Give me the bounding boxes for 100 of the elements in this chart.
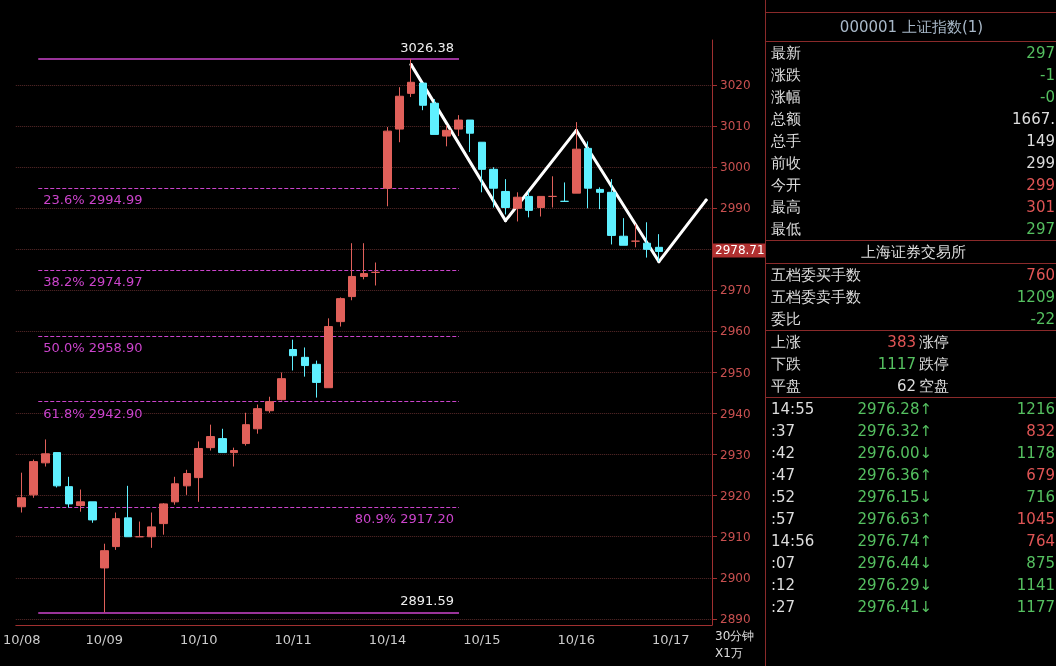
text: :27	[771, 597, 796, 618]
text: 下跌	[771, 354, 801, 375]
candlestick	[277, 372, 286, 401]
x-tick-label: 10/15	[463, 632, 501, 647]
text: 299	[1026, 153, 1055, 174]
candlestick	[17, 472, 26, 514]
y-tick-label: 2910	[720, 529, 751, 544]
candlestick	[159, 502, 168, 536]
text: X1万	[715, 646, 743, 660]
y-tick-label: 2900	[720, 570, 751, 585]
candlestick	[548, 175, 557, 208]
text: :12	[771, 575, 796, 596]
candlestick	[336, 296, 345, 328]
candlestick	[183, 469, 191, 496]
text: 五档委买手数	[771, 265, 861, 286]
ref-line-label: 80.9% 2917.20	[354, 511, 454, 527]
text: 最低	[771, 219, 801, 240]
text: 1117	[877, 354, 916, 375]
text: 2976.74↑	[857, 531, 932, 552]
candlestick	[442, 124, 451, 147]
text: 62	[896, 376, 916, 397]
text: 875	[1026, 553, 1055, 574]
text: :57	[771, 509, 796, 530]
text: 2976.44↓	[857, 553, 932, 574]
text: 2976.29↓	[857, 575, 932, 596]
text: 14:56	[771, 531, 815, 552]
text: 764	[1026, 531, 1055, 552]
text: 总额	[771, 109, 801, 130]
candlestick	[147, 512, 156, 549]
text: 1178	[1016, 443, 1055, 464]
y-tick-label: 3020	[720, 78, 751, 93]
text: 30分钟	[715, 629, 755, 643]
candlestick	[619, 217, 628, 246]
y-tick-label: 2940	[720, 406, 751, 421]
ref-line-label: 38.2% 2974.97	[43, 274, 143, 290]
text: 716	[1026, 487, 1055, 508]
candlestick	[324, 317, 333, 389]
x-tick-label: 10/11	[274, 632, 312, 647]
text: 2976.41↓	[857, 597, 932, 618]
candlestick	[76, 489, 85, 513]
candlestick	[265, 396, 274, 414]
candlestick	[194, 440, 203, 503]
text: -1	[1040, 65, 1055, 86]
candlestick	[29, 459, 38, 499]
candlestick	[53, 452, 61, 488]
candlestick	[100, 543, 109, 613]
text: 1209	[1016, 287, 1055, 308]
text: 1177	[1016, 597, 1055, 618]
text: 2978.71	[715, 243, 765, 258]
candlestick	[289, 339, 297, 371]
text: 679	[1026, 465, 1055, 486]
text: 五档委卖手数	[771, 287, 861, 308]
text: 今开	[771, 175, 801, 196]
candlestick	[371, 262, 380, 286]
text: 299	[1026, 175, 1055, 196]
candlestick	[478, 141, 486, 193]
text: 2976.15↓	[857, 487, 932, 508]
text: -22	[1030, 309, 1055, 330]
text: 1045	[1016, 509, 1055, 530]
text: 149	[1026, 131, 1055, 152]
candlestick	[124, 485, 132, 538]
candlestick	[242, 412, 250, 447]
text: 2976.63↑	[857, 509, 932, 530]
y-tick-label: 2920	[720, 488, 751, 503]
y-tick-label: 2960	[720, 324, 751, 339]
candlestick	[643, 221, 651, 259]
candlestick	[513, 191, 522, 222]
x-tick-label: 10/16	[557, 632, 596, 647]
x-tick-label: 10/10	[179, 632, 218, 647]
candlestick	[135, 521, 144, 538]
y-tick-label: 2950	[720, 365, 751, 380]
text: 委比	[771, 309, 801, 330]
candlestick	[171, 476, 179, 506]
text: 297	[1026, 219, 1055, 240]
text: 1141	[1016, 575, 1055, 596]
candlestick	[501, 178, 510, 215]
x-tick-label: 10/09	[85, 632, 124, 647]
text: 14:55	[771, 399, 815, 420]
text: 上海证券交易所	[860, 242, 967, 263]
candlestick	[253, 404, 262, 435]
text: 000001 上证指数(1)	[766, 12, 1056, 42]
candlestick	[206, 424, 215, 452]
candlestick	[383, 126, 392, 207]
candlestick	[537, 195, 545, 218]
text: 1667.	[1012, 109, 1055, 130]
text: 跌停	[919, 354, 949, 375]
candlestick	[41, 438, 50, 468]
y-tick-label: 3000	[720, 160, 751, 175]
text: 涨幅	[771, 87, 801, 108]
candlestick	[301, 346, 309, 378]
text: 最新	[771, 43, 801, 64]
text: 832	[1026, 421, 1055, 442]
text: :47	[771, 465, 796, 486]
candlestick	[348, 242, 356, 301]
candlestick	[230, 447, 238, 468]
text: :42	[771, 443, 796, 464]
text: :52	[771, 487, 796, 508]
ref-line-label: 2891.59	[400, 593, 454, 609]
candlestick	[596, 186, 604, 210]
ref-line-label: 50.0% 2958.90	[43, 339, 143, 355]
